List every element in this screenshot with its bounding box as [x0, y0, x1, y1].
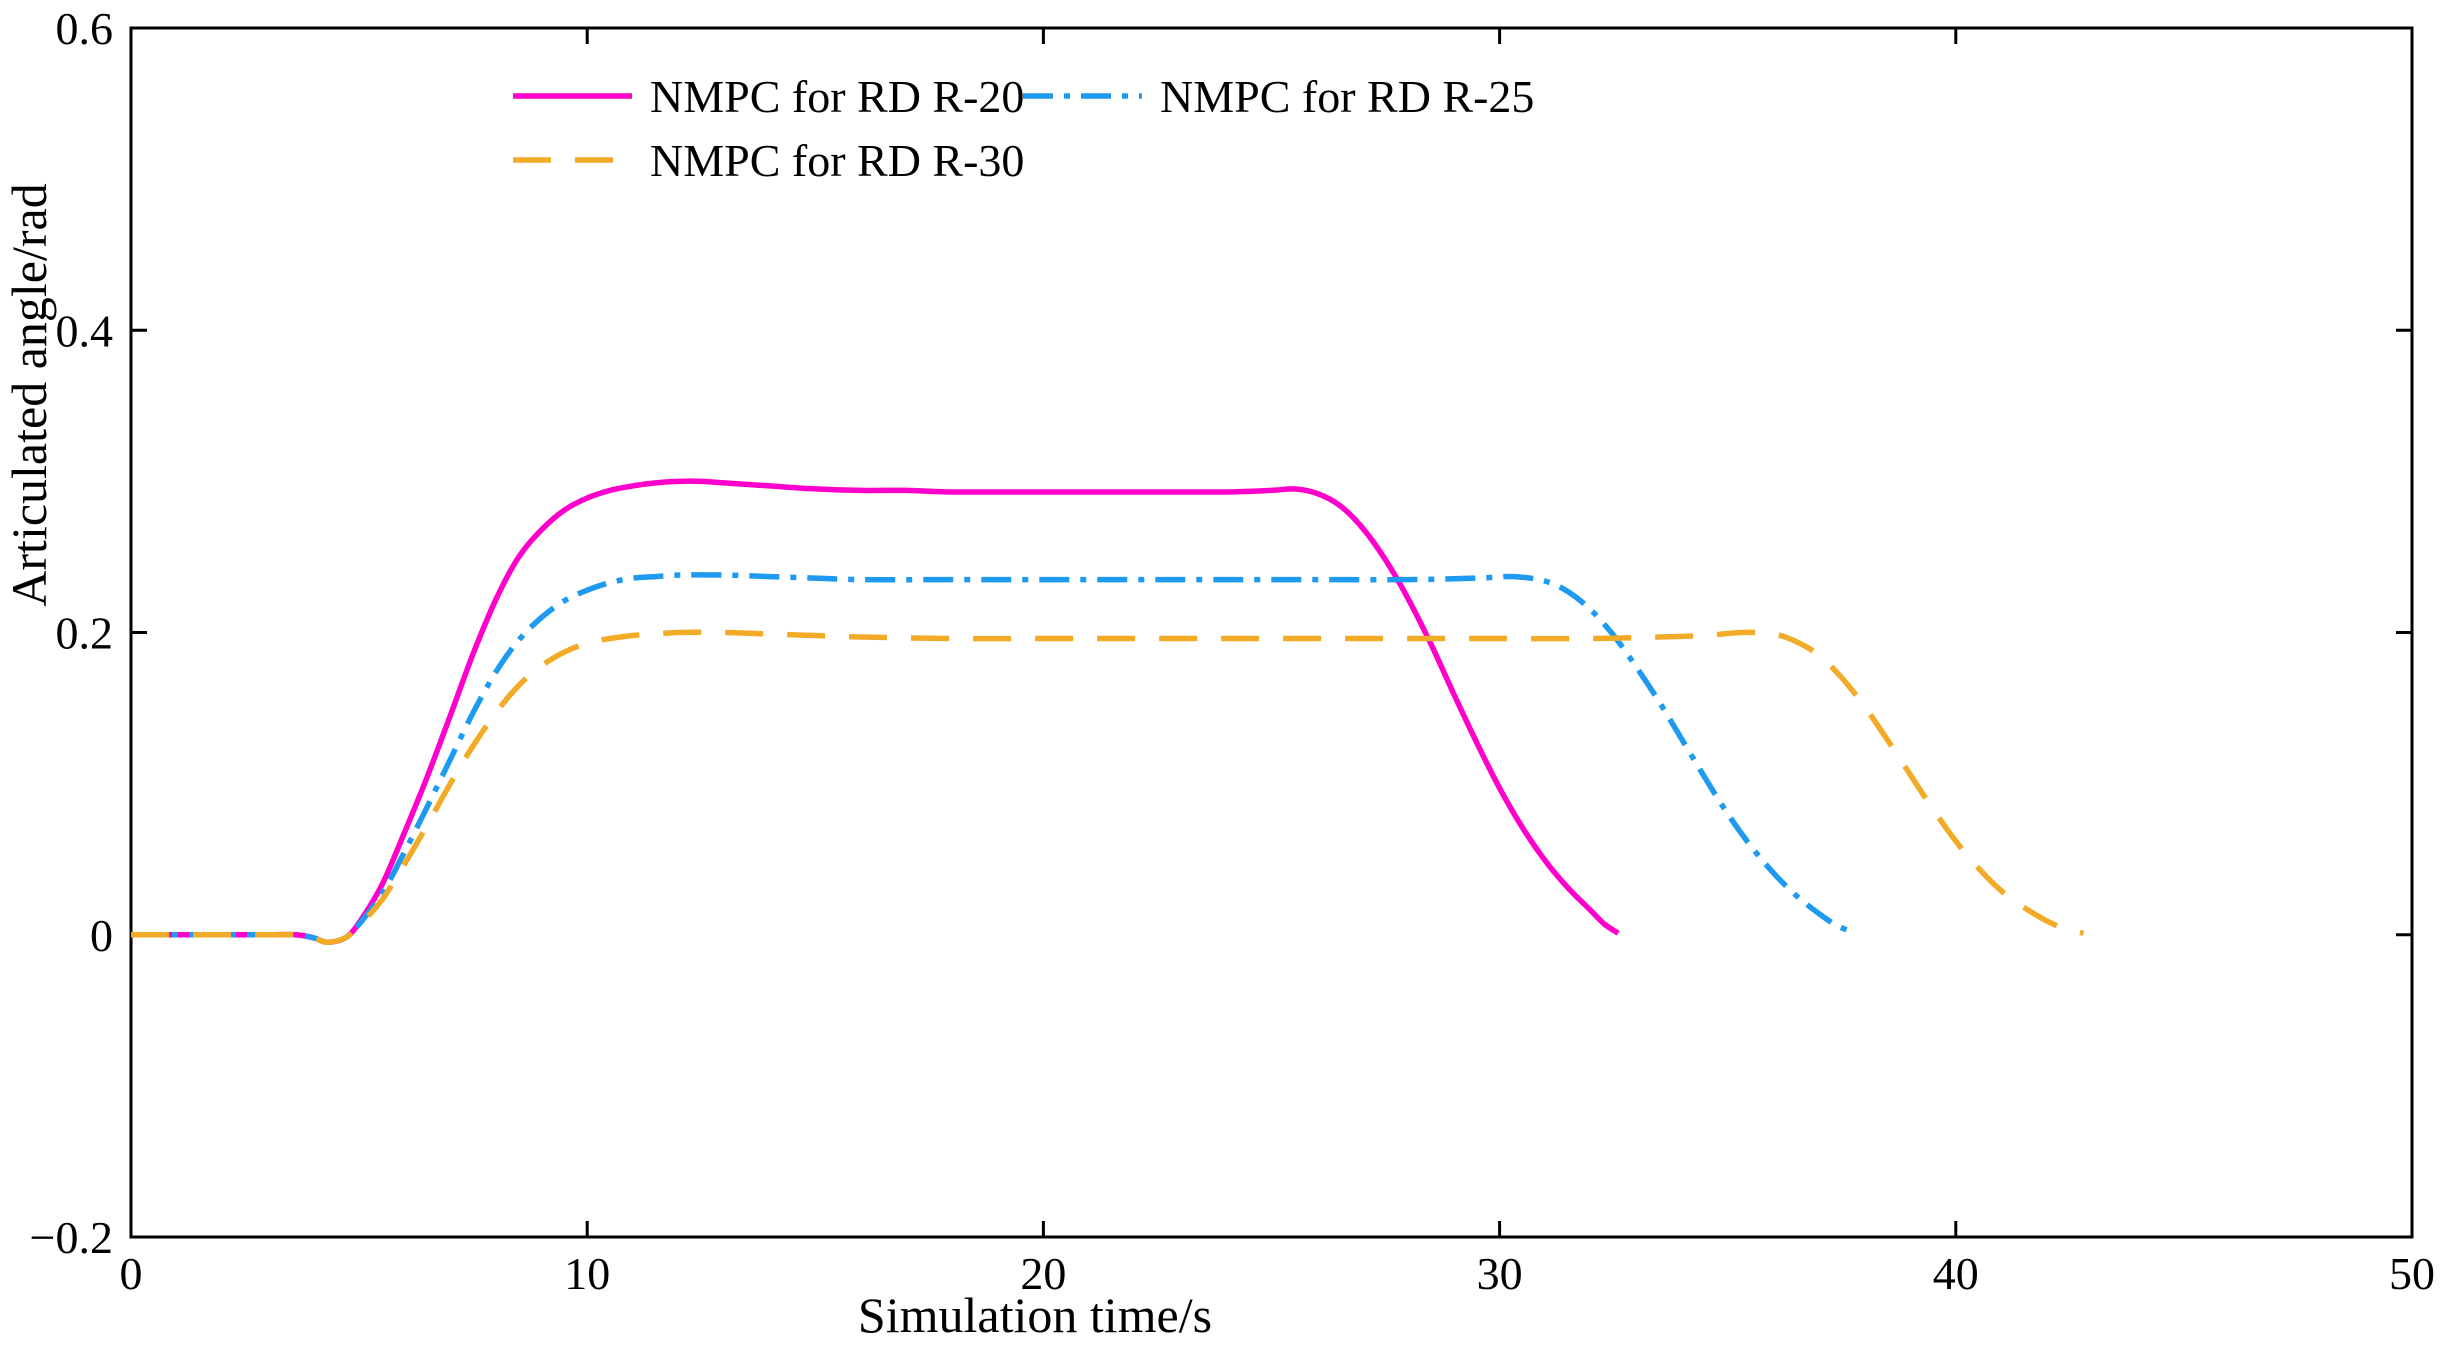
legend-label-r25: NMPC for RD R-25 [1160, 71, 1534, 122]
plot-area: 0 10 20 30 40 50−0.200.20.40.6 [30, 3, 2435, 1299]
series-line-1 [131, 572, 1857, 946]
y-tick-label: 0.2 [56, 608, 114, 659]
x-tick-label: 30 [1477, 1248, 1523, 1299]
x-tick-label: 0 [120, 1248, 143, 1299]
axes-box [129, 26, 2414, 1239]
x-tick-label: 10 [564, 1248, 610, 1299]
y-tick-label: 0.4 [56, 305, 114, 356]
legend: NMPC for RD R-20 NMPC for RD R-25 NMPC f… [650, 71, 1534, 186]
x-axis-label: Simulation time/s [858, 1287, 1212, 1343]
x-tick-label: 20 [1020, 1248, 1066, 1299]
y-tick-label: 0 [90, 910, 113, 961]
x-tick-label: 50 [2389, 1248, 2435, 1299]
y-tick-label: −0.2 [30, 1212, 113, 1263]
y-tick-label: 0.6 [56, 3, 114, 54]
legend-label-r30: NMPC for RD R-30 [650, 135, 1024, 186]
x-tick-label: 40 [1933, 1248, 1979, 1299]
legend-label-r20: NMPC for RD R-20 [650, 71, 1024, 122]
series-line-2 [131, 629, 2085, 946]
y-axis-label: Articulated angle/rad [1, 183, 57, 606]
series-line-0 [131, 478, 1620, 946]
